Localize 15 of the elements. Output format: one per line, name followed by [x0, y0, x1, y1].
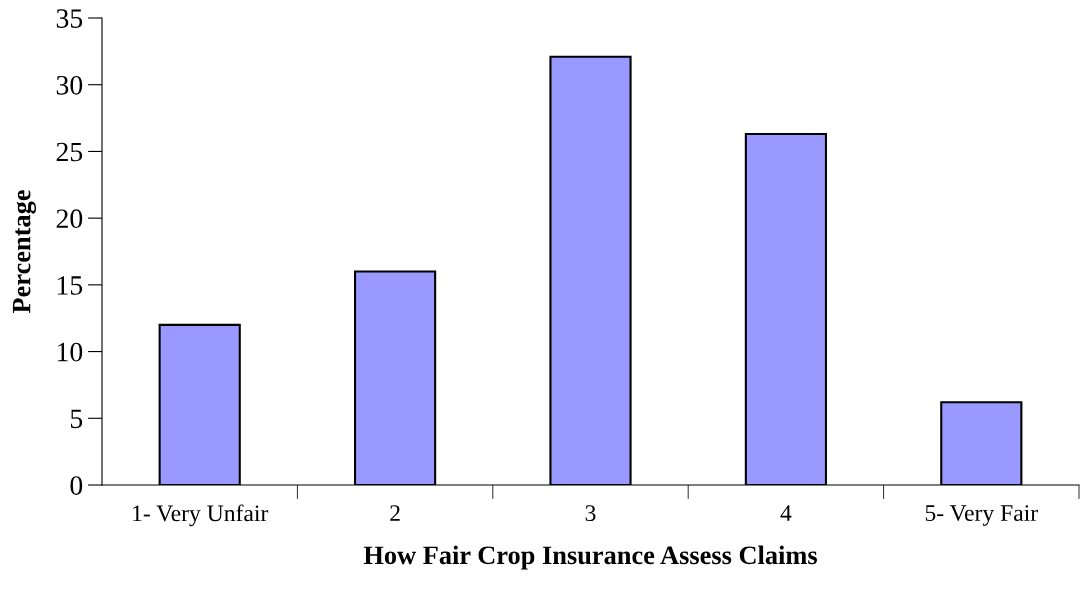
y-tick-label: 30 — [56, 75, 83, 95]
y-axis-title: Percentage — [12, 190, 37, 314]
x-axis-title: How Fair Crop Insurance Assess Claims — [363, 545, 817, 570]
y-tick-label: 10 — [57, 342, 83, 362]
x-tick-label: 5- Very Fair — [925, 505, 1038, 526]
x-tick-label: 2 — [390, 505, 400, 521]
y-tick-label: 20 — [56, 209, 83, 229]
x-tick-label: 3 — [585, 505, 596, 522]
y-tick-label: 15 — [57, 276, 83, 295]
y-tick-label: 35 — [56, 9, 83, 28]
y-tick-label: 0 — [70, 476, 83, 495]
x-tick-label: 1- Very Unfair — [133, 504, 269, 527]
y-tick-label: 25 — [56, 142, 83, 162]
y-tick-label: 5 — [70, 409, 83, 429]
x-tick-label: 4 — [780, 505, 792, 521]
